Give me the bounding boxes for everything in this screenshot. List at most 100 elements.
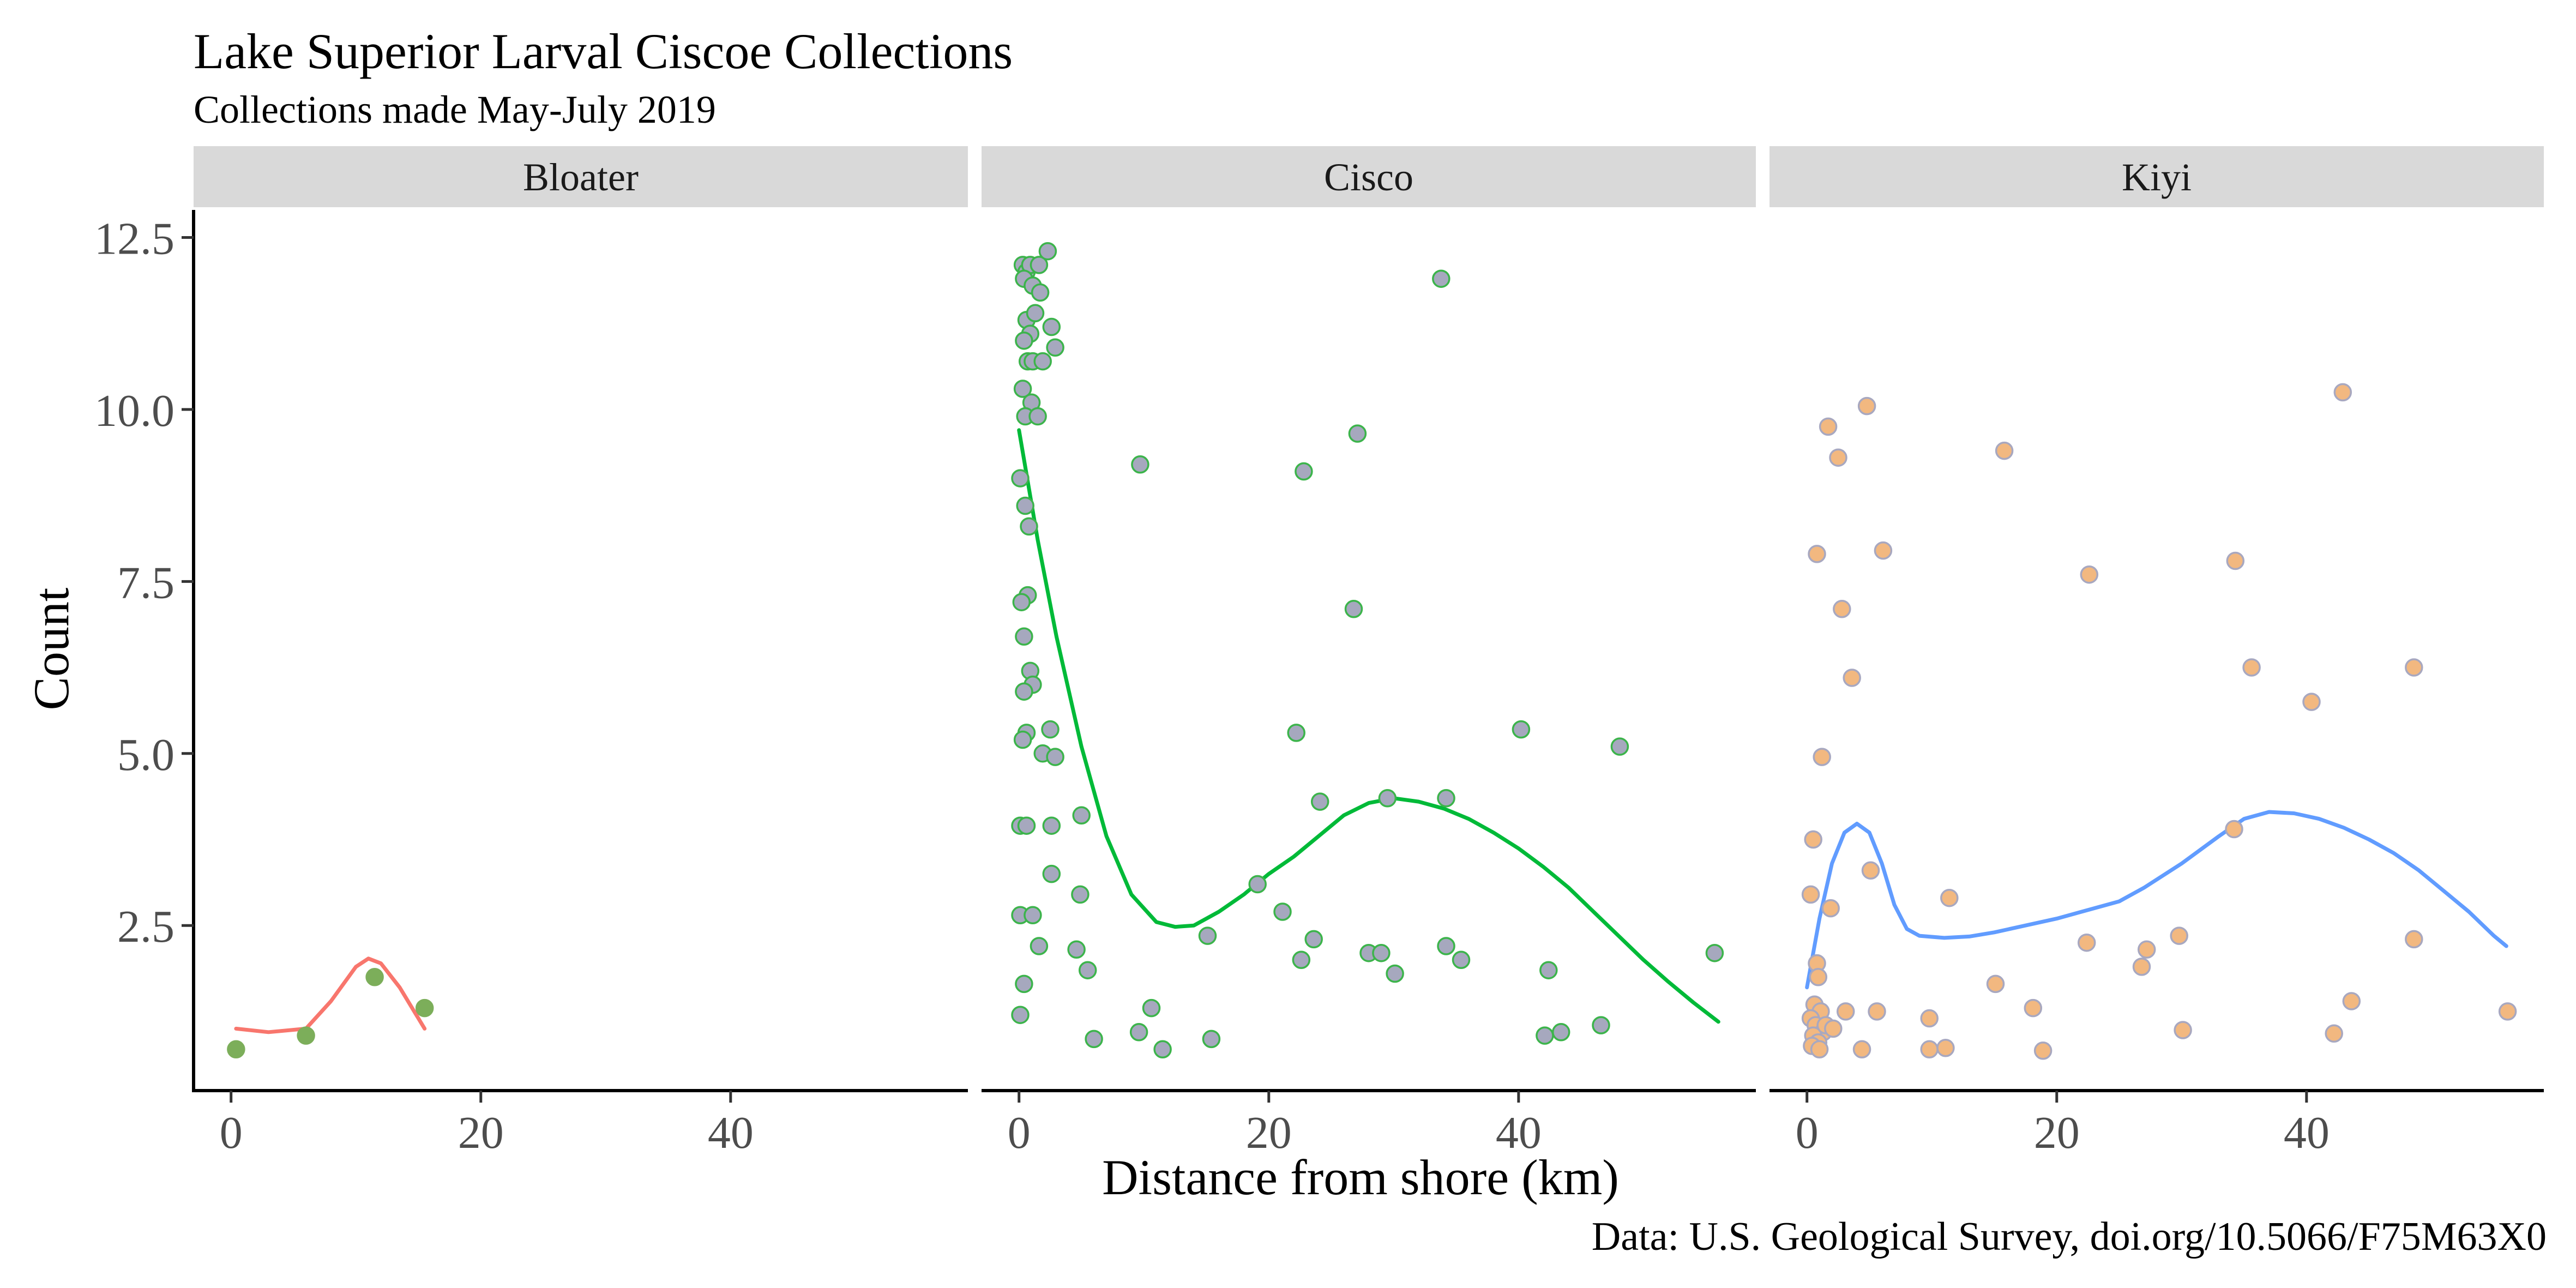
y-tick-label-7.5: 7.5: [117, 557, 174, 608]
data-point-kiyi: [1809, 968, 1828, 986]
data-point-cisco: [1551, 1023, 1570, 1042]
data-point-cisco: [1705, 943, 1724, 962]
data-point-cisco: [1067, 940, 1086, 959]
data-point-cisco: [1198, 926, 1217, 945]
data-point-cisco: [1041, 720, 1060, 739]
data-point-cisco: [1131, 455, 1149, 474]
data-point-cisco: [1011, 1006, 1030, 1024]
data-point-kiyi: [1874, 541, 1893, 560]
smooth-line-kiyi: [1805, 810, 2508, 990]
data-point-kiyi: [1868, 1002, 1886, 1021]
data-point-cisco: [1378, 789, 1397, 808]
data-point-cisco: [1386, 964, 1404, 983]
data-point-cisco: [1015, 627, 1033, 646]
data-point-cisco: [1592, 1016, 1610, 1034]
data-point-kiyi: [2498, 1002, 2517, 1021]
data-point-cisco: [1033, 352, 1052, 371]
data-point-cisco: [1273, 902, 1292, 921]
data-point-cisco: [1046, 338, 1064, 357]
chart-subtitle: Collections made May-July 2019: [194, 88, 716, 131]
data-point-kiyi: [2225, 820, 2243, 839]
x-tick-label-bloater-40: 40: [708, 1108, 754, 1158]
data-point-cisco: [1042, 864, 1061, 883]
data-point-cisco: [1295, 462, 1313, 481]
data-point-kiyi: [1836, 1002, 1855, 1021]
data-point-kiyi: [1852, 1040, 1871, 1059]
data-point-cisco: [1046, 748, 1064, 766]
data-point-kiyi: [2077, 933, 2096, 952]
data-point-cisco: [1015, 331, 1033, 350]
data-point-cisco: [1031, 283, 1050, 302]
x-tick-label-cisco-20: 20: [1246, 1108, 1292, 1158]
data-point-kiyi: [1808, 545, 1826, 563]
data-point-kiyi: [2325, 1024, 2343, 1043]
data-point-cisco: [1042, 317, 1061, 336]
data-point-cisco: [1030, 256, 1049, 274]
data-point-cisco: [1348, 424, 1367, 443]
data-point-bloater: [365, 968, 384, 986]
data-point-cisco: [1610, 737, 1629, 756]
data-point-cisco: [1038, 242, 1057, 261]
data-point-kiyi: [1813, 748, 1831, 766]
data-point-cisco: [1202, 1030, 1221, 1049]
y-tick-label-12.5: 12.5: [94, 213, 174, 264]
data-point-kiyi: [1995, 441, 2014, 460]
data-point-kiyi: [1843, 669, 1861, 687]
data-point-kiyi: [1801, 885, 1820, 904]
y-axis: 2.5 5.0 7.5 10.0 12.5: [94, 210, 195, 1092]
data-point-kiyi: [1821, 899, 1840, 918]
data-point-kiyi: [1857, 396, 1876, 416]
data-point-cisco: [1013, 380, 1032, 398]
data-point-cisco: [1020, 517, 1038, 536]
data-point-cisco: [1539, 961, 1558, 979]
data-point-kiyi: [1810, 1040, 1829, 1059]
facet-panels: Bloater 0 20 40 Cisco 0 20 40 Kiyi 0 20 40: [194, 146, 2544, 1158]
facet-strip-label-cisco: Cisco: [1324, 155, 1413, 199]
data-point-bloater: [227, 1040, 245, 1059]
data-point-kiyi: [1819, 417, 1838, 436]
data-point-cisco: [1372, 943, 1391, 962]
data-point-kiyi: [2137, 940, 2156, 959]
data-point-cisco: [1437, 937, 1455, 955]
data-point-cisco: [1015, 974, 1033, 994]
data-point-kiyi: [2174, 1021, 2192, 1039]
facet-strip-cisco: [982, 146, 1756, 207]
data-point-cisco: [1012, 593, 1031, 611]
data-point-cisco: [1013, 730, 1032, 749]
data-point-cisco: [1437, 789, 1455, 808]
data-point-cisco: [1072, 806, 1091, 825]
data-point-kiyi: [1920, 1040, 1939, 1059]
data-point-cisco: [1042, 816, 1061, 835]
facet-strip-kiyi: [1770, 146, 2544, 207]
data-point-cisco: [1304, 930, 1323, 949]
data-point-cisco: [1015, 682, 1033, 701]
data-point-cisco: [1142, 998, 1161, 1018]
data-point-cisco: [1129, 1023, 1148, 1042]
data-point-cisco: [1028, 407, 1047, 426]
data-point-kiyi: [1861, 861, 1880, 880]
y-tick-label-10: 10.0: [94, 386, 174, 436]
facet-strip-bloater: [194, 146, 968, 207]
data-point-cisco: [1292, 950, 1311, 970]
data-point-cisco: [1030, 937, 1049, 955]
data-point-kiyi: [2226, 551, 2245, 570]
data-point-kiyi: [1936, 1039, 1955, 1057]
data-point-cisco: [1344, 600, 1363, 618]
data-point-cisco: [1310, 792, 1329, 811]
x-tick-label-bloater-0: 0: [220, 1108, 243, 1158]
data-point-cisco: [1512, 720, 1531, 739]
x-tick-label-cisco-0: 0: [1008, 1108, 1031, 1158]
data-point-kiyi: [2342, 992, 2361, 1010]
data-point-cisco: [1153, 1040, 1172, 1059]
data-point-cisco: [1078, 961, 1097, 979]
data-point-kiyi: [2302, 693, 2321, 711]
data-point-kiyi: [2132, 958, 2151, 976]
chart-title: Lake Superior Larval Ciscoe Collections: [194, 23, 1013, 79]
data-point-bloater: [415, 998, 434, 1018]
data-source-caption: Data: U.S. Geological Survey, doi.org/10…: [1592, 1214, 2547, 1259]
data-point-cisco: [1017, 816, 1036, 835]
data-point-cisco: [1432, 269, 1450, 288]
x-tick-label-kiyi-0: 0: [1796, 1108, 1819, 1158]
data-point-cisco: [1011, 469, 1030, 487]
